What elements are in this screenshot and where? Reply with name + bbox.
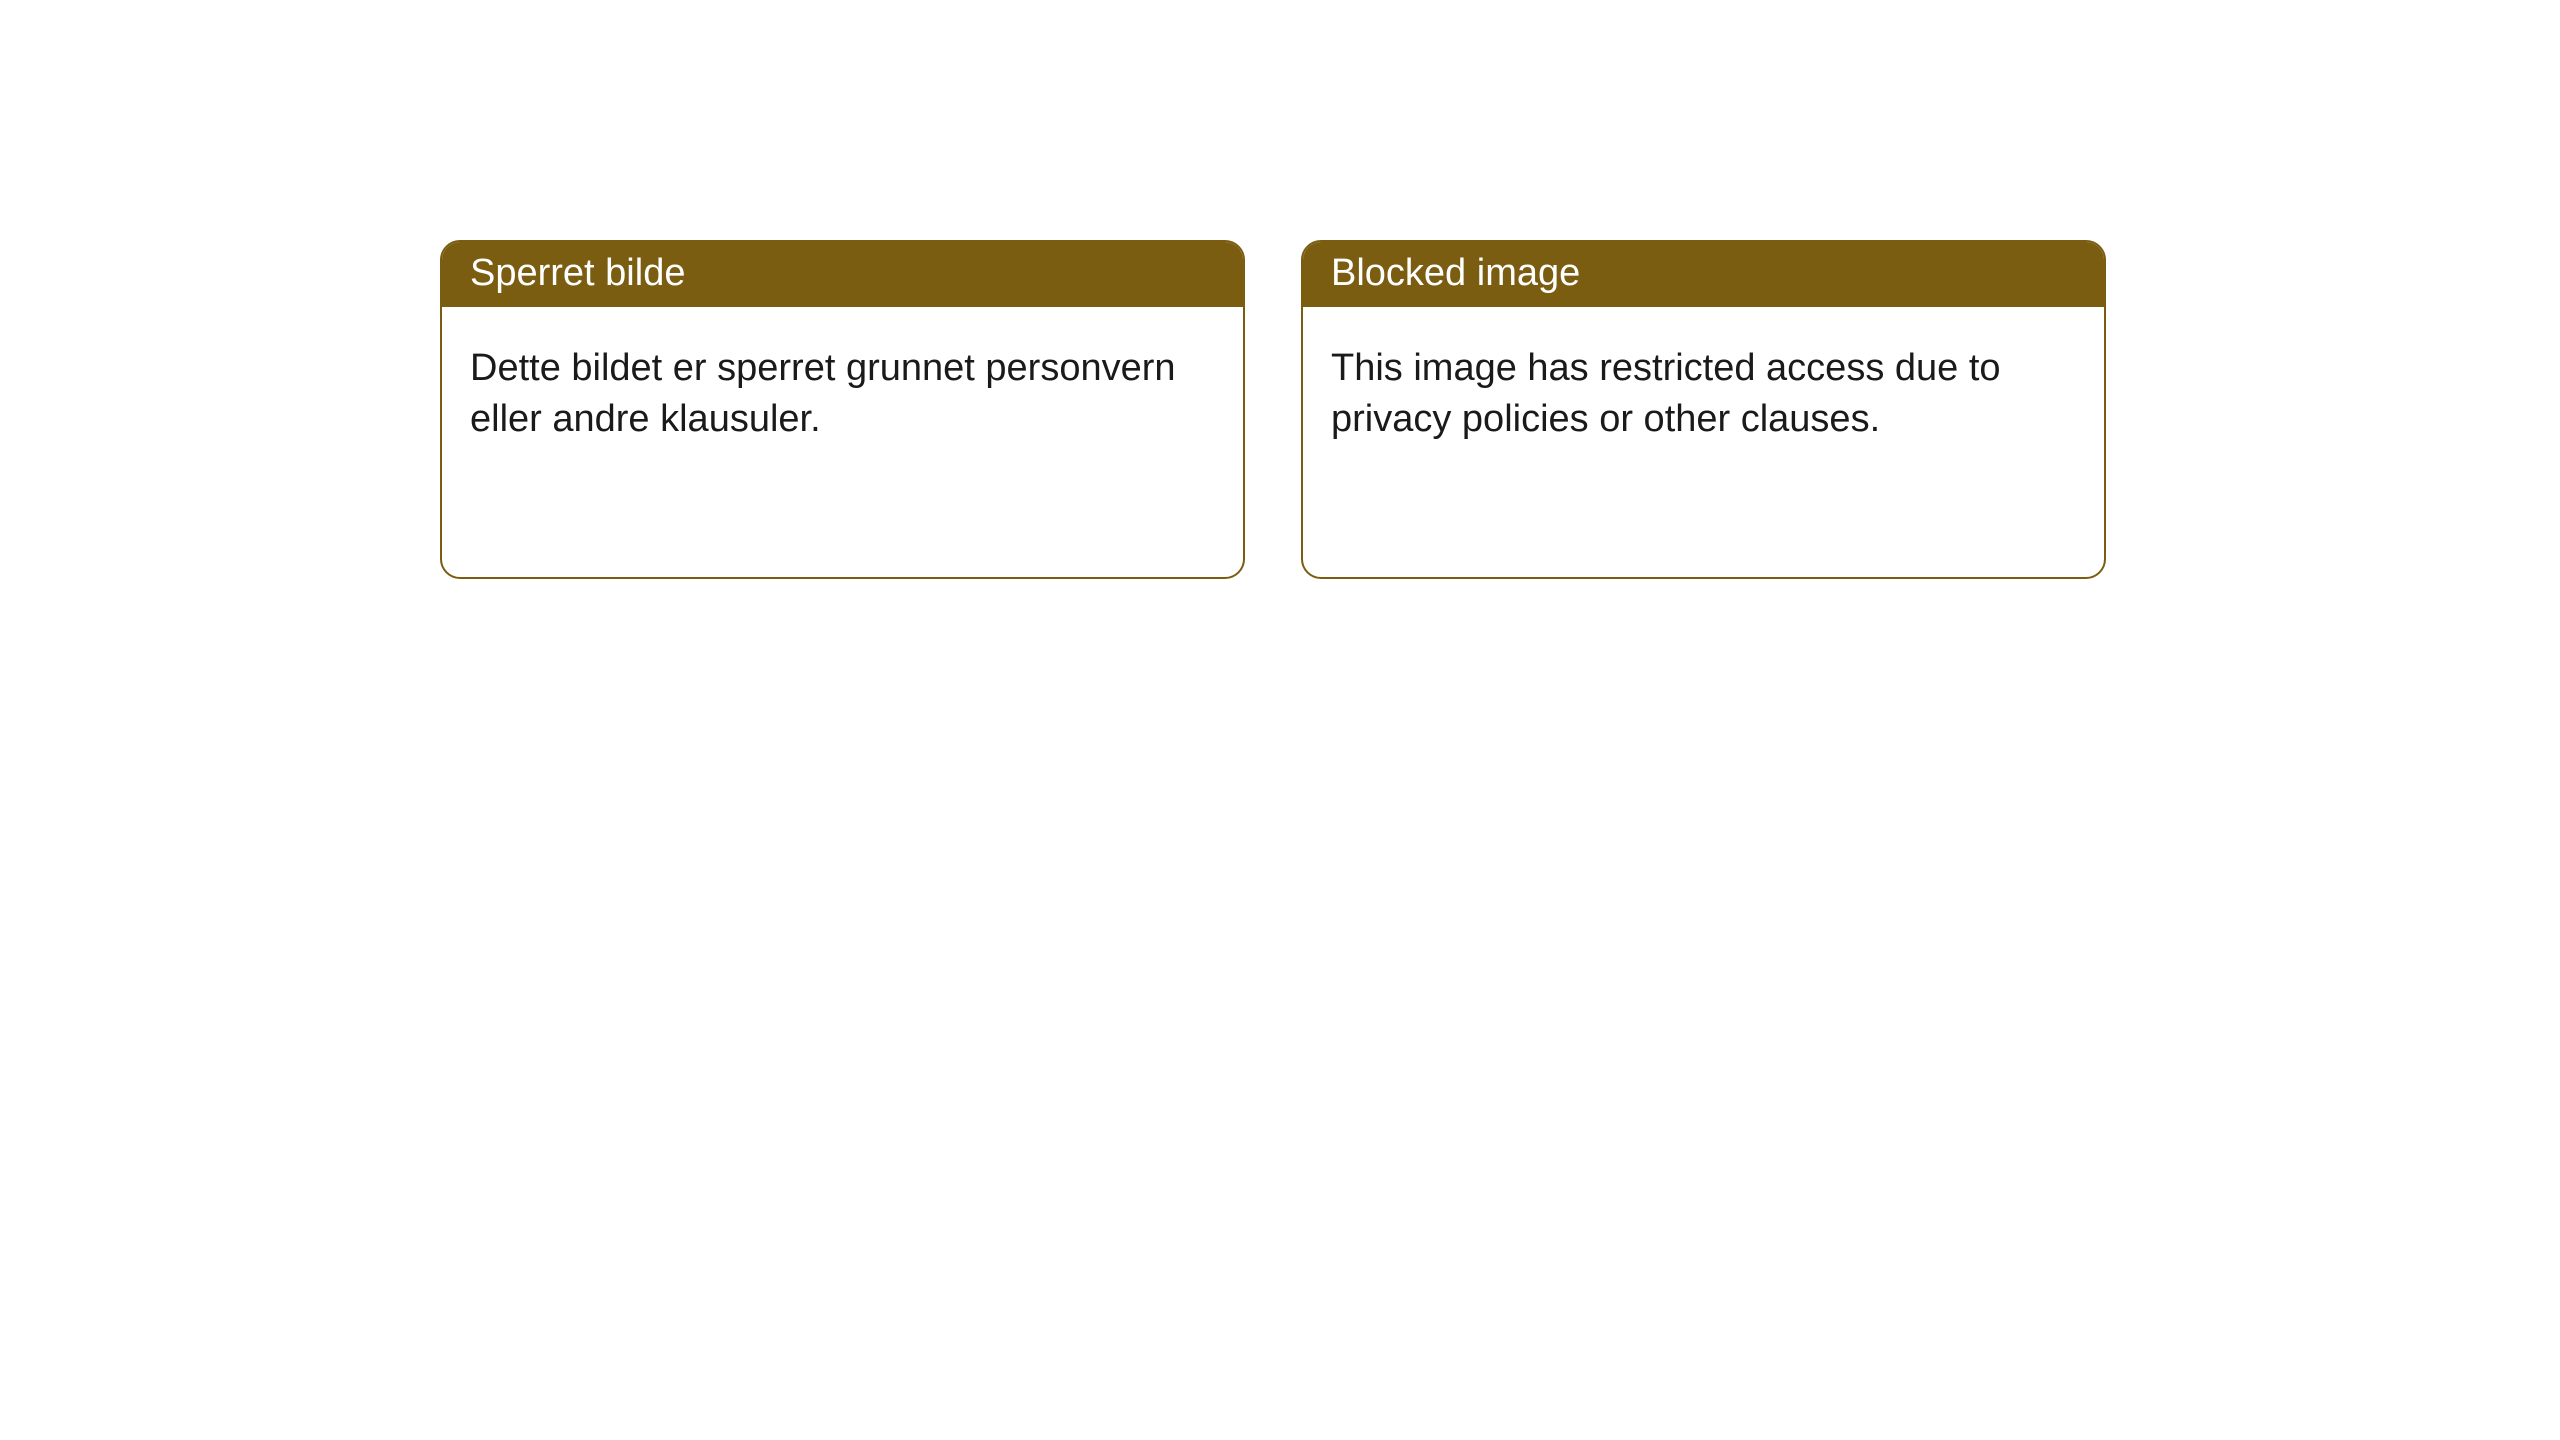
notice-header: Blocked image <box>1303 242 2104 307</box>
notice-header: Sperret bilde <box>442 242 1243 307</box>
notice-title: Sperret bilde <box>470 252 685 294</box>
notice-card-english: Blocked image This image has restricted … <box>1301 240 2106 579</box>
notice-text: Dette bildet er sperret grunnet personve… <box>470 347 1176 440</box>
notice-card-norwegian: Sperret bilde Dette bildet er sperret gr… <box>440 240 1245 579</box>
notice-body: Dette bildet er sperret grunnet personve… <box>442 307 1243 577</box>
notice-title: Blocked image <box>1331 252 1580 294</box>
notice-body: This image has restricted access due to … <box>1303 307 2104 577</box>
notice-container: Sperret bilde Dette bildet er sperret gr… <box>440 240 2106 579</box>
notice-text: This image has restricted access due to … <box>1331 347 2001 440</box>
